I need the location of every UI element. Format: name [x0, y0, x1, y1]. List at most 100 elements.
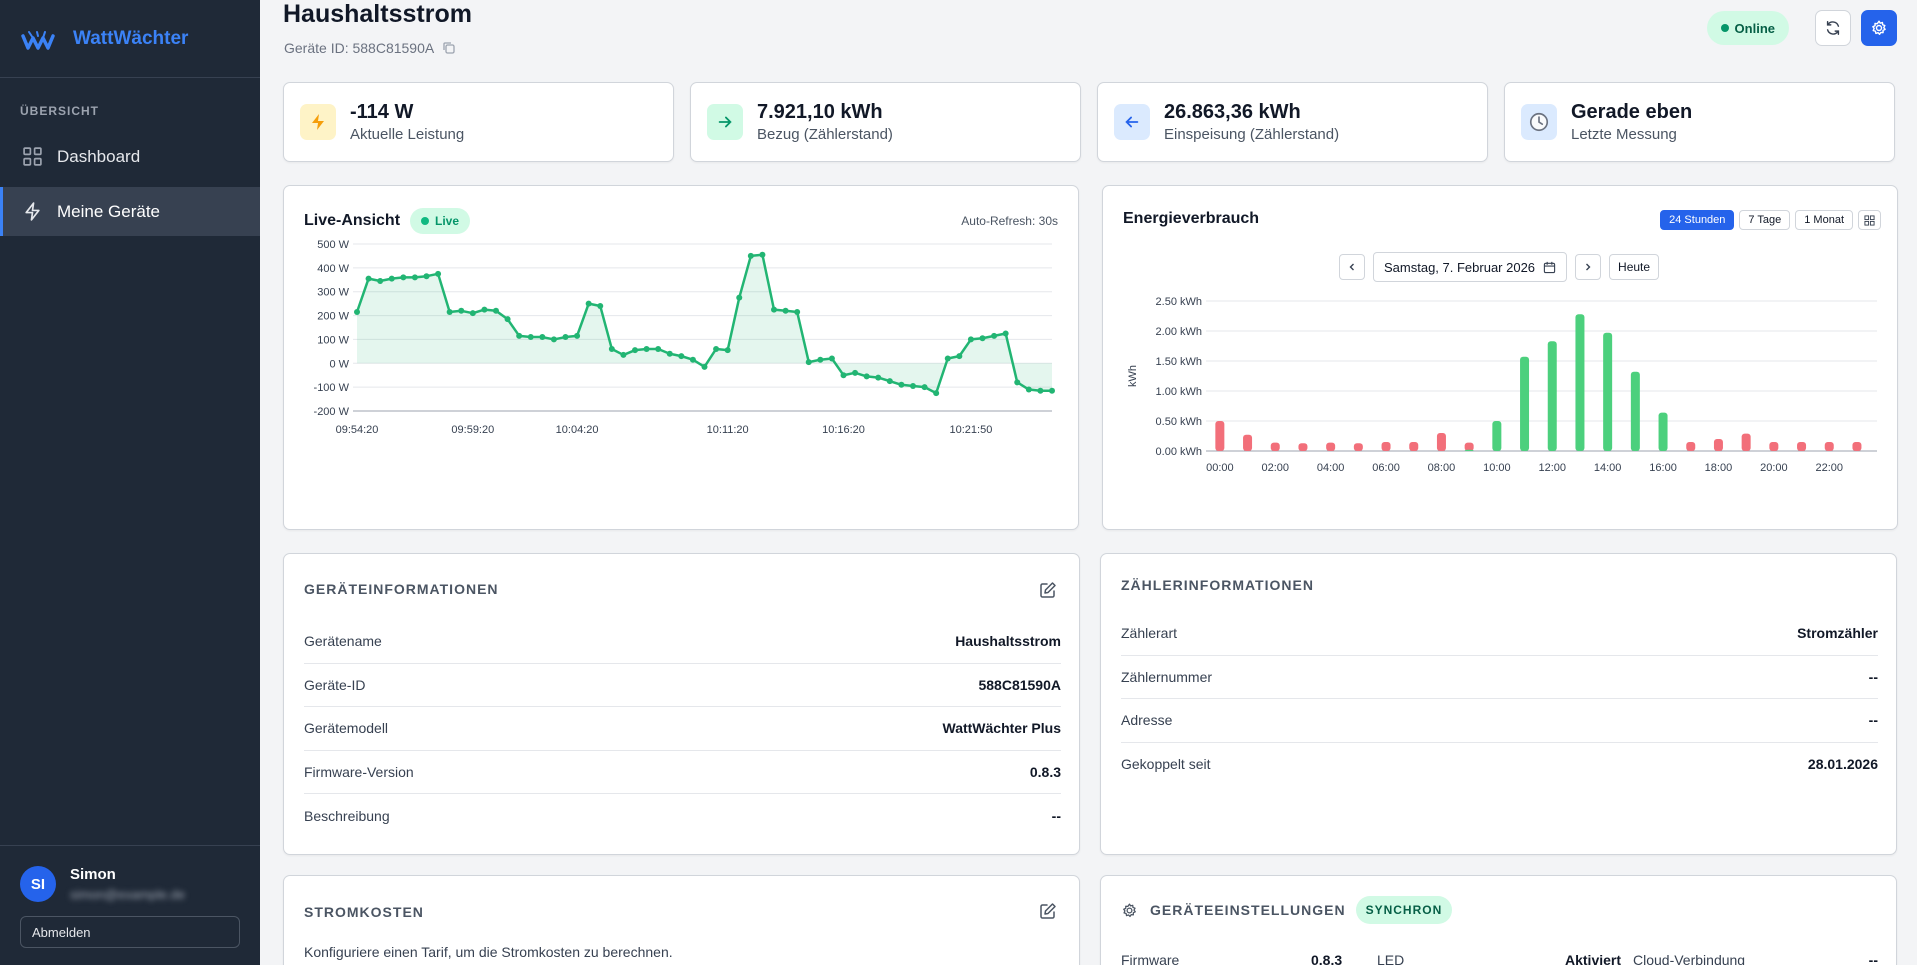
date-picker[interactable]: Samstag, 7. Februar 2026: [1373, 252, 1568, 282]
info-value: Haushaltsstrom: [955, 633, 1061, 650]
info-value: 0.8.3: [1029, 763, 1061, 780]
range-24h-button[interactable]: 24 Stunden: [1660, 210, 1735, 230]
info-value: --: [1868, 668, 1878, 685]
bar: [1713, 439, 1723, 451]
copy-icon[interactable]: [442, 41, 456, 55]
x-tick-label: 09:54:20: [336, 424, 379, 436]
brand[interactable]: WattWächter: [0, 0, 260, 78]
meter-info-list: Zählerart Stromzähler Zählernummer -- Adre…: [1121, 612, 1878, 786]
bar: [1464, 442, 1474, 451]
data-point: [759, 251, 766, 258]
data-point: [910, 382, 916, 389]
bar: [1547, 341, 1557, 451]
data-point: [805, 359, 812, 366]
user-email: simon@example.de: [70, 887, 186, 902]
data-point: [875, 374, 882, 381]
info-label: Gerätemodell: [304, 720, 389, 737]
bar: [1436, 433, 1446, 451]
device-info-title: GERÄTEINFORMATIONEN: [304, 581, 499, 597]
info-row: Firmware-Version 0.8.3: [304, 751, 1061, 794]
energy-card: Energieverbrauch 24 Stunden 7 Tage 1 Mon…: [1102, 185, 1898, 530]
info-row: Beschreibung --: [304, 794, 1061, 838]
live-view-card: Live-Ansicht Live Auto-Refresh: 30s 500 …: [283, 185, 1079, 530]
bar: [1603, 332, 1613, 451]
settings-button[interactable]: [1861, 10, 1897, 46]
data-point: [794, 308, 801, 315]
device-settings-title: GERÄTEEINSTELLUNGEN: [1150, 902, 1346, 918]
device-settings-card: GERÄTEEINSTELLUNGEN SYNCHRON Firmware 0.…: [1100, 875, 1897, 965]
stat-card-power: -114 W Aktuelle Leistung: [283, 82, 674, 162]
range-selector: 24 Stunden 7 Tage 1 Monat: [1655, 210, 1881, 230]
today-button[interactable]: Heute: [1609, 254, 1660, 280]
live-chart[interactable]: 500 W 400 W 300 W 200 W 100 W 0 W -100 W -200 W…: [284, 226, 1080, 526]
info-row: Adresse --: [1121, 699, 1878, 743]
range-7d-button[interactable]: 7 Tage: [1739, 210, 1791, 230]
top-actions: Online: [1706, 10, 1897, 46]
info-value: --: [1868, 712, 1878, 729]
device-info-card: GERÄTEINFORMATIONEN Gerätename Haushaltss…: [283, 553, 1080, 855]
next-day-button[interactable]: [1575, 254, 1602, 280]
electricity-cost-card: STROMKOSTEN Konfiguriere einen Tarif, um…: [283, 875, 1080, 965]
meter-info-card: ZÄHLERINFORMATIONEN Zählerart Stromzähler…: [1100, 553, 1897, 855]
stat-label: Aktuelle Leistung: [350, 126, 465, 143]
data-point: [423, 273, 430, 280]
info-label: Zählernummer: [1121, 668, 1213, 685]
sidebar-item-label: Meine Geräte: [57, 201, 160, 221]
stat-label: Bezug (Zählerstand): [757, 126, 893, 143]
data-point: [574, 332, 581, 339]
y-tick-label: -200 W: [314, 406, 350, 418]
grid-view-button[interactable]: [1858, 210, 1881, 230]
live-badge: Live: [410, 208, 471, 234]
data-point: [666, 350, 673, 357]
clock-icon: [1521, 104, 1557, 140]
info-label: Firmware-Version: [304, 763, 414, 780]
x-tick-label: 04:00: [1317, 462, 1345, 474]
avatar[interactable]: SI: [20, 866, 56, 902]
bar: [1686, 442, 1696, 451]
main-content: Haushaltsstrom Geräte ID: 588C81590A Onl…: [260, 0, 1917, 965]
data-point: [898, 381, 905, 388]
logout-button[interactable]: Abmelden: [20, 916, 240, 948]
data-point: [724, 347, 731, 354]
stat-value: -114 W: [350, 101, 414, 123]
meter-info-title: ZÄHLERINFORMATIONEN: [1121, 577, 1314, 593]
sidebar-item-meine-geraete[interactable]: Meine Geräte: [0, 187, 260, 236]
data-point: [747, 252, 754, 259]
data-point: [921, 384, 928, 391]
x-tick-label: 22:00: [1815, 462, 1843, 474]
range-1m-button[interactable]: 1 Monat: [1795, 210, 1853, 230]
settings-value: Aktiviert: [1565, 952, 1622, 965]
info-row: Geräte-ID 588C81590A: [304, 664, 1061, 707]
data-point: [1014, 379, 1021, 386]
info-value: 28.01.2026: [1807, 756, 1878, 773]
data-point: [620, 351, 627, 358]
prev-day-button[interactable]: [1339, 254, 1365, 280]
bar: [1741, 433, 1751, 451]
data-point: [632, 347, 638, 354]
energy-chart[interactable]: 2.50 kWh 2.00 kWh 1.50 kWh 1.00 kWh 0.50 kWh…: [1103, 286, 1899, 526]
edit-icon[interactable]: [1039, 902, 1057, 920]
user-name: Simon: [70, 866, 116, 883]
info-label: Geräte-ID: [304, 676, 366, 693]
data-point: [1002, 330, 1009, 337]
y-tick-label: 500 W: [317, 239, 349, 251]
nav-section-label: ÜBERSICHT: [20, 104, 100, 118]
data-point: [713, 345, 720, 352]
bolt-icon: [25, 202, 40, 221]
device-id: Geräte ID: 588C81590A: [284, 40, 456, 56]
y-tick-label: 2.00 kWh: [1156, 326, 1202, 338]
data-point: [1037, 387, 1044, 394]
bar: [1630, 371, 1640, 451]
info-row: Gerätemodell WattWächter Plus: [304, 707, 1061, 751]
sidebar-item-dashboard[interactable]: Dashboard: [0, 132, 260, 181]
data-point: [469, 310, 476, 317]
data-point: [504, 316, 511, 323]
refresh-button[interactable]: [1815, 10, 1851, 46]
bar: [1298, 443, 1308, 451]
page-title: Haushaltsstrom: [283, 0, 472, 28]
data-point: [886, 378, 893, 385]
info-row: Zählernummer --: [1121, 656, 1878, 699]
edit-icon[interactable]: [1039, 581, 1057, 599]
bolt-icon: [300, 104, 336, 140]
bar: [1824, 442, 1834, 451]
